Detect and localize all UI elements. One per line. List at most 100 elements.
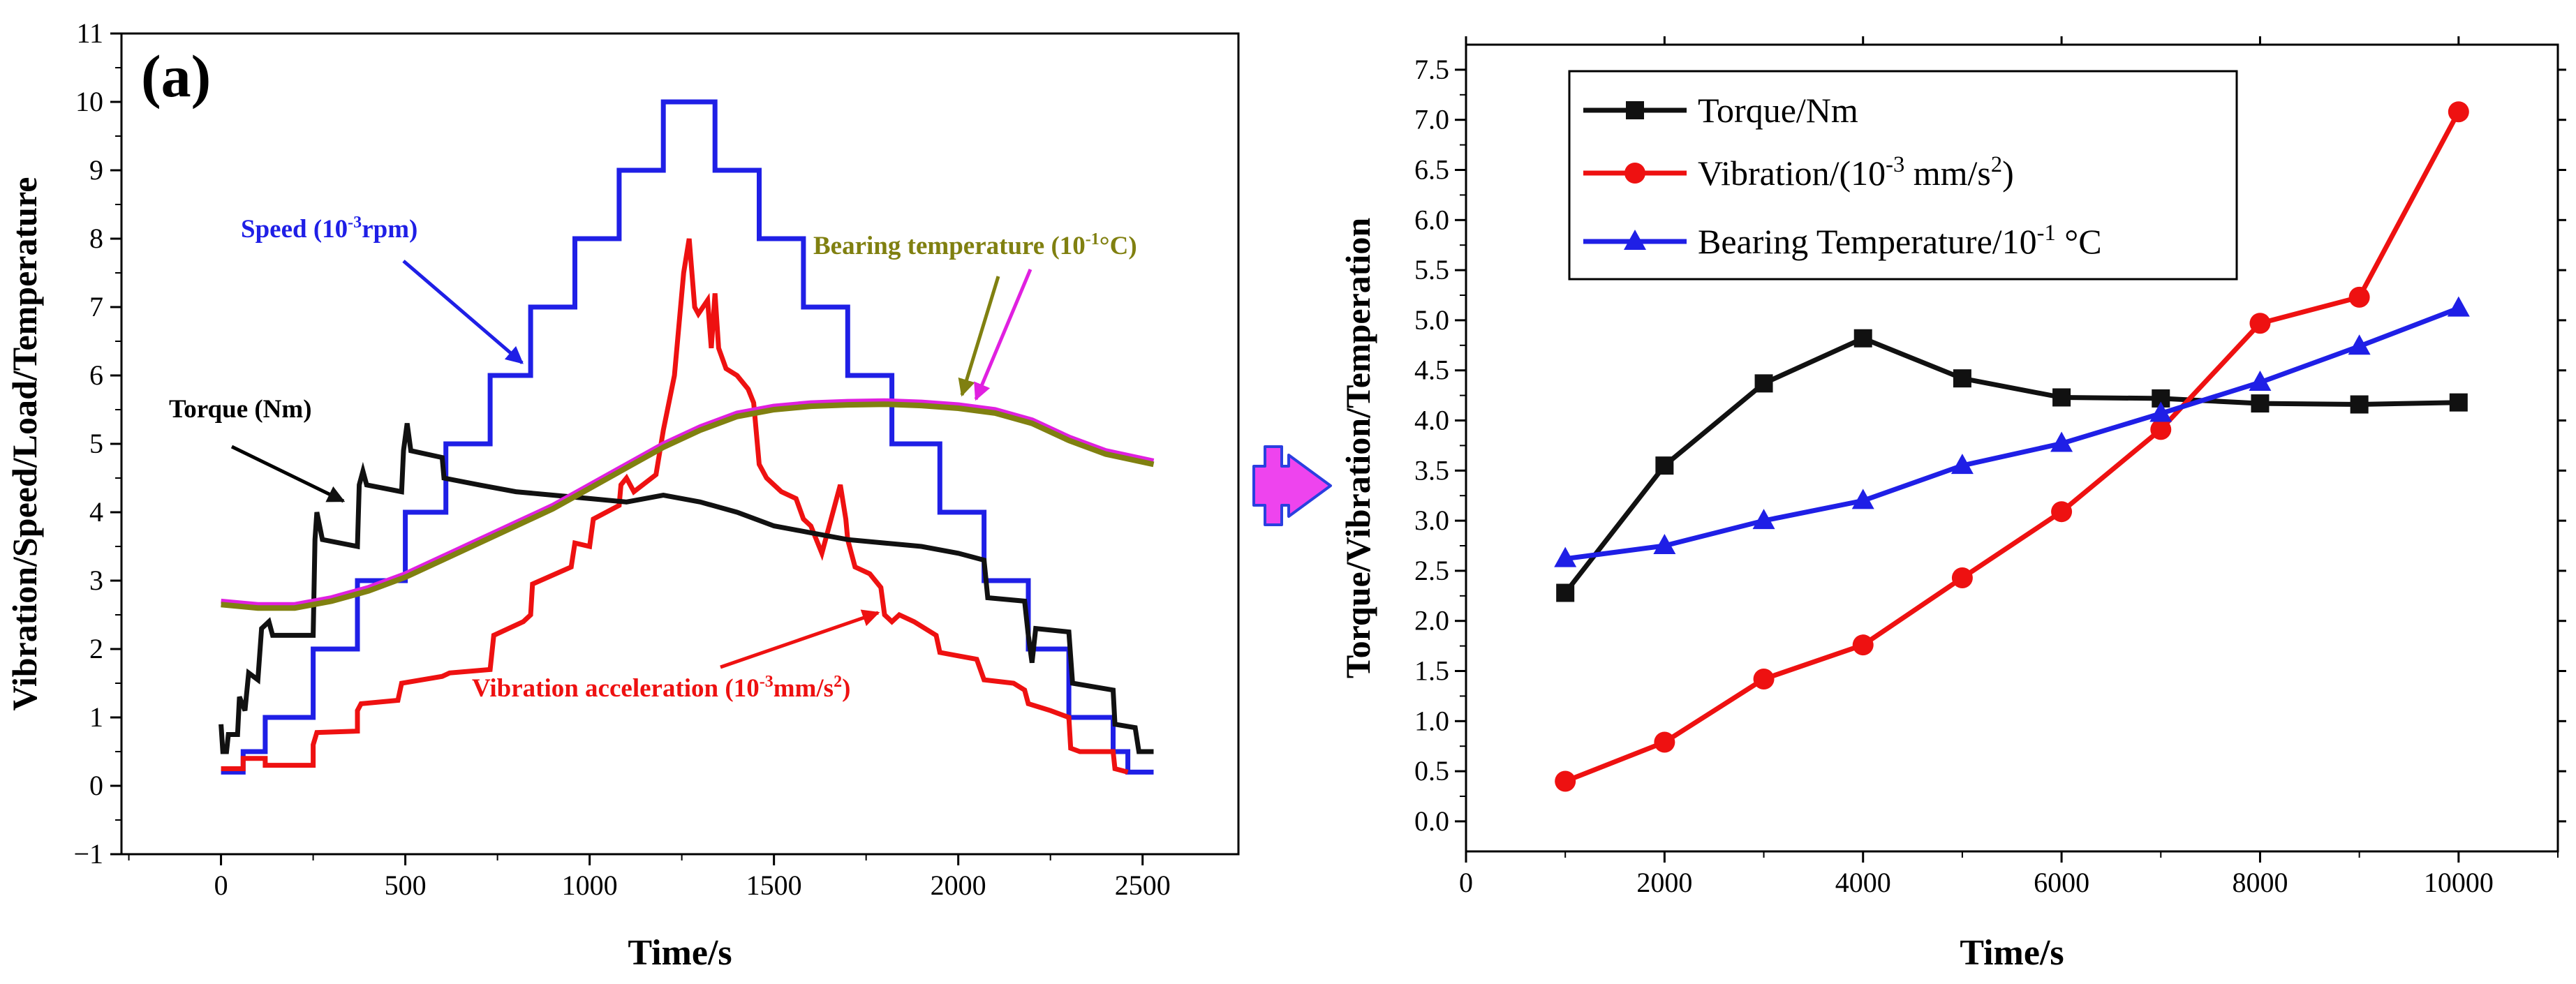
y-tick-label-a: 7 — [89, 291, 103, 322]
y-tick-label-b: 0.5 — [1414, 755, 1449, 787]
legend-label-vibration: Vibration/(10-3 mm/s2) — [1698, 152, 2014, 193]
transition-arrow — [1252, 445, 1332, 526]
x-tick-label-a: 0 — [214, 870, 228, 901]
y-tick-label-a: 8 — [89, 223, 103, 254]
temperature-point — [2050, 431, 2073, 452]
torque-point — [2449, 393, 2468, 412]
legend-marker-torque — [1626, 101, 1644, 119]
y-tick-label-b: 0.0 — [1414, 805, 1449, 837]
y-tick-label-b: 6.0 — [1414, 204, 1449, 235]
x-tick-label-b: 0 — [1459, 867, 1473, 898]
y-tick-label-b: 3.0 — [1414, 505, 1449, 536]
x-tick-label-b: 10000 — [2424, 867, 2494, 898]
x-tick-label-a: 2500 — [1115, 870, 1171, 901]
x-tick-label-a: 1000 — [562, 870, 618, 901]
temperature-series-line — [221, 401, 1155, 611]
vibration-point — [1852, 634, 1874, 656]
y-tick-label-a: 10 — [75, 86, 103, 117]
temperature-alt-series-line — [221, 398, 1155, 607]
y-tick-label-b: 4.0 — [1414, 405, 1449, 436]
x-tick-label-a: 500 — [385, 870, 427, 901]
temperature-annotation: Bearing temperature (10-1°C) — [813, 230, 1137, 260]
vibration-point — [2249, 313, 2271, 334]
torque-point — [1754, 374, 1773, 393]
y-tick-label-a: 0 — [89, 770, 103, 801]
temperature-alt-annotation-arrow — [974, 269, 1032, 401]
torque-point — [1556, 583, 1575, 602]
y-tick-label-b: 1.0 — [1414, 705, 1449, 736]
y-tick-label-a: −1 — [73, 838, 103, 870]
vibration-point — [2448, 101, 2469, 123]
legend-marker-vibration — [1624, 163, 1645, 184]
temperature-series-line — [1564, 306, 2460, 562]
temperature-point — [1950, 454, 1974, 475]
torque-point — [1853, 329, 1872, 348]
temperature-point — [1851, 489, 1874, 509]
vibration-series-line — [1564, 110, 2461, 784]
x-tick-label-b: 8000 — [2232, 867, 2288, 898]
speed-annotation: Speed (10-3rpm) — [241, 214, 417, 244]
temperature-point — [1752, 509, 1775, 530]
vibration-annotation-arrow — [720, 609, 880, 669]
y-tick-label-b: 5.0 — [1414, 304, 1449, 336]
vibration-point — [2150, 419, 2172, 440]
torque-annotation-arrow — [230, 445, 346, 503]
temperature-annotation-arrow — [958, 276, 1000, 397]
y-tick-label-b: 5.5 — [1414, 254, 1449, 285]
temperature-point — [1653, 534, 1676, 555]
x-tick-label-b: 2000 — [1636, 867, 1692, 898]
temperature-point — [2447, 296, 2470, 317]
vibration-point — [1555, 770, 1576, 792]
y-tick-label-b: 2.0 — [1414, 605, 1449, 636]
vibration-point — [1951, 567, 1973, 588]
legend-label-torque: Torque/Nm — [1698, 91, 1858, 130]
y-tick-label-b: 3.5 — [1414, 454, 1449, 486]
torque-point — [2350, 395, 2369, 414]
x-axis-label-a: Time/s — [628, 933, 732, 973]
torque-series-line — [219, 423, 1154, 754]
vibration-point — [2051, 501, 2073, 523]
y-tick-label-a: 3 — [89, 565, 103, 596]
y-tick-label-a: 2 — [89, 633, 103, 664]
vibration-point — [1654, 731, 1675, 753]
torque-point — [1953, 369, 1971, 388]
x-tick-label-a: 1500 — [746, 870, 802, 901]
torque-series-line — [1563, 336, 2459, 595]
vibration-point — [1753, 669, 1775, 690]
vibration-annotation: Vibration acceleration (10-3mm/s2) — [472, 673, 850, 703]
x-tick-label-b: 4000 — [1835, 867, 1891, 898]
temperature-point — [2348, 334, 2371, 355]
speed-annotation-arrow — [402, 260, 524, 364]
panel-b: 0 2000 4000 6000 8000 10000 0.0 0.5 1.0 1.5 2.0 2.5… — [1338, 36, 2566, 973]
plot-frame-b — [1465, 43, 2559, 853]
x-tick-label-b: 6000 — [2034, 867, 2089, 898]
y-tick-label-b: 2.5 — [1414, 555, 1449, 586]
temperature-point — [2249, 370, 2272, 391]
y-tick-label-a: 1 — [89, 701, 103, 733]
y-tick-label-b: 7.5 — [1414, 54, 1449, 85]
torque-annotation: Torque (Nm) — [169, 395, 312, 424]
y-tick-label-a: 5 — [89, 428, 103, 459]
y-tick-label-b: 4.5 — [1414, 355, 1449, 386]
y-axis-label-b: Torque/Vibration/Temperation — [1338, 218, 1377, 678]
x-axis-label-b: Time/s — [1960, 933, 2064, 973]
y-tick-label-b: 7.0 — [1414, 104, 1449, 135]
y-tick-label-a: 4 — [89, 496, 103, 528]
torque-point — [2251, 394, 2270, 413]
pink-arrow-shape — [1252, 445, 1332, 526]
y-tick-label-a: 6 — [89, 359, 103, 391]
panel-a: 0 500 1000 1500 2000 2500 −1 0 1 2 3 4 5 6 7 8 9 10 11 Time… — [5, 17, 1240, 973]
y-tick-label-b: 6.5 — [1414, 154, 1449, 186]
legend-label-temperature: Bearing Temperature/10-1 °C — [1698, 221, 2102, 261]
legend: Torque/Nm Vibration/(10-3 mm/s2) Bearing T… — [1568, 70, 2238, 281]
y-tick-label-a: 11 — [76, 17, 103, 49]
temperature-point — [1554, 546, 1577, 567]
torque-point — [2052, 388, 2071, 407]
temperature-point — [2149, 401, 2172, 422]
legend-marker-temperature — [1624, 230, 1646, 250]
y-tick-label-b: 1.5 — [1414, 655, 1449, 687]
vibration-point — [2348, 286, 2370, 308]
vibration-series-line — [221, 238, 1129, 775]
y-tick-label-a: 9 — [89, 154, 103, 186]
